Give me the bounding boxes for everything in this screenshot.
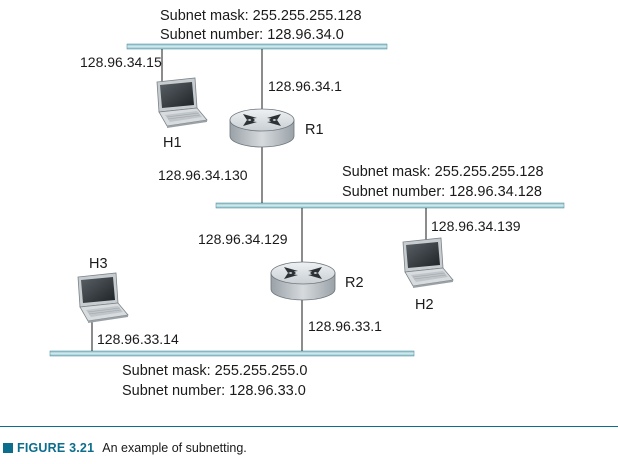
host-h1-ip: 128.96.34.15 [80,54,162,70]
router-r2-icon [270,261,336,301]
host-h2-label: H2 [415,297,434,313]
subnet-1-number: Subnet number: 128.96.34.0 [160,27,344,43]
host-h2-ip: 128.96.34.139 [431,218,521,234]
router-r1-if-bottom: 128.96.34.130 [158,167,248,183]
host-h2-icon [402,237,454,289]
subnet-3-mask: Subnet mask: 255.255.255.0 [122,363,307,379]
host-h1-icon [156,77,208,129]
router-r1-if-top: 128.96.34.1 [268,78,342,94]
host-h3-ip: 128.96.33.14 [97,331,179,347]
network-bus-2 [215,202,565,209]
network-bus-3 [49,350,415,357]
caption-text: An example of subnetting. [102,441,247,455]
subnet-3-number: Subnet number: 128.96.33.0 [122,383,306,399]
links [91,49,427,351]
router-r2-label: R2 [345,275,364,291]
network-bus-1 [126,43,388,50]
router-r1-label: R1 [305,122,324,138]
subnet-1-mask: Subnet mask: 255.255.255.128 [160,8,362,24]
caption-rule [0,426,618,427]
router-r2-if-bottom: 128.96.33.1 [308,318,382,334]
subnetting-diagram: Subnet mask: 255.255.255.128 Subnet numb… [49,8,565,399]
host-h1-label: H1 [163,135,182,151]
subnet-2-mask: Subnet mask: 255.255.255.128 [342,164,544,180]
subnet-2-number: Subnet number: 128.96.34.128 [342,184,542,200]
figure-caption: FIGURE 3.21 An example of subnetting. [3,438,247,458]
caption-square-icon [3,443,13,453]
router-r2-if-top: 128.96.34.129 [198,231,288,247]
router-r1-icon [229,108,295,148]
host-h3-label: H3 [89,256,108,272]
caption-label: FIGURE 3.21 [17,441,95,455]
host-h3-icon [77,272,129,324]
